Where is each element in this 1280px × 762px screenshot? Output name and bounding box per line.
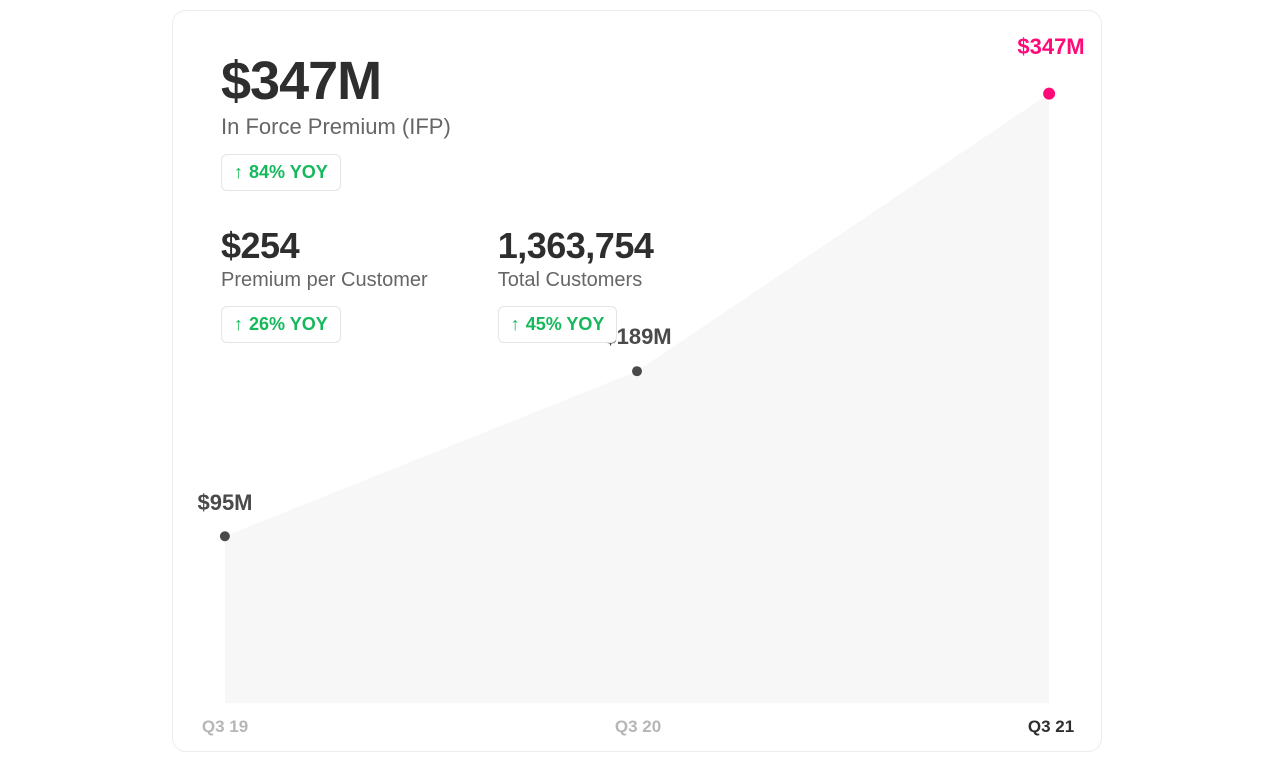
data-point (1043, 88, 1055, 100)
premium-per-customer-metric: $254 Premium per Customer ↑ 26% YOY (221, 225, 428, 343)
hero-label: In Force Premium (IFP) (221, 114, 653, 140)
data-point (220, 531, 230, 541)
hero-value: $347M (221, 53, 653, 110)
metric-card: $347M In Force Premium (IFP) ↑ 84% YOY $… (172, 10, 1102, 752)
ppc-value: $254 (221, 225, 428, 267)
tc-yoy-badge: ↑ 45% YOY (498, 306, 618, 343)
total-customers-metric: 1,363,754 Total Customers ↑ 45% YOY (498, 225, 654, 343)
data-point-label: $347M (1017, 34, 1084, 60)
tc-yoy-text: 45% YOY (526, 314, 605, 335)
metrics-block: $347M In Force Premium (IFP) ↑ 84% YOY $… (221, 53, 653, 343)
tc-label: Total Customers (498, 269, 654, 292)
sub-metrics-row: $254 Premium per Customer ↑ 26% YOY 1,36… (221, 225, 653, 343)
data-point (632, 366, 642, 376)
tc-value: 1,363,754 (498, 225, 654, 267)
arrow-up-icon: ↑ (234, 163, 243, 181)
arrow-up-icon: ↑ (234, 315, 243, 333)
x-axis-label: Q3 21 (1028, 717, 1074, 737)
ppc-label: Premium per Customer (221, 269, 428, 292)
x-axis-label: Q3 19 (202, 717, 248, 737)
ppc-yoy-text: 26% YOY (249, 314, 328, 335)
ppc-yoy-badge: ↑ 26% YOY (221, 306, 341, 343)
hero-yoy-badge: ↑ 84% YOY (221, 154, 341, 191)
hero-yoy-text: 84% YOY (249, 162, 328, 183)
data-point-label: $95M (197, 490, 252, 516)
arrow-up-icon: ↑ (511, 315, 520, 333)
x-axis-label: Q3 20 (615, 717, 661, 737)
